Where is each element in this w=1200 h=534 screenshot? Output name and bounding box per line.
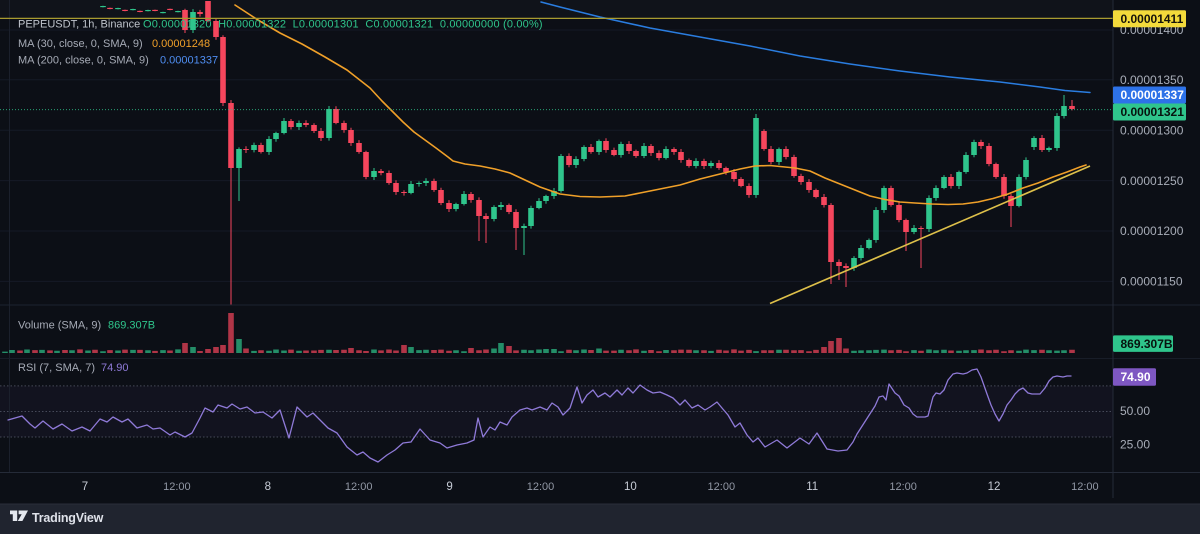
svg-text:0.00001321: 0.00001321 [1121, 105, 1185, 119]
svg-text:74.90: 74.90 [101, 362, 129, 374]
svg-text:0.00001250: 0.00001250 [1120, 174, 1184, 188]
svg-text:25.00: 25.00 [1120, 438, 1150, 452]
svg-text:869.307B: 869.307B [108, 320, 155, 332]
svg-text:0.00001337: 0.00001337 [160, 55, 218, 67]
svg-text:0.00001200: 0.00001200 [1120, 224, 1184, 238]
svg-text:MA (30, close, 0, SMA, 9): MA (30, close, 0, SMA, 9) [18, 38, 143, 50]
svg-text:74.90: 74.90 [1121, 370, 1151, 384]
svg-text:7: 7 [82, 481, 88, 493]
svg-text:0.00001150: 0.00001150 [1120, 275, 1183, 289]
svg-text:12:00: 12:00 [708, 481, 736, 493]
svg-text:11: 11 [806, 481, 818, 493]
svg-text:0.00001337: 0.00001337 [1121, 88, 1185, 102]
svg-text:12: 12 [988, 481, 1001, 493]
svg-text:PEPEUSDT, 1h, Binance: PEPEUSDT, 1h, Binance [18, 19, 140, 31]
svg-text:MA (200, close, 0, SMA, 9): MA (200, close, 0, SMA, 9) [18, 55, 149, 67]
svg-text:RSI (7, SMA, 7): RSI (7, SMA, 7) [18, 362, 95, 374]
svg-text:TradingView: TradingView [32, 511, 104, 525]
svg-text:12:00: 12:00 [889, 481, 917, 493]
svg-text:12:00: 12:00 [1071, 481, 1099, 493]
svg-text:8: 8 [265, 481, 271, 493]
svg-text:12:00: 12:00 [345, 481, 373, 493]
svg-text:12:00: 12:00 [163, 481, 191, 493]
svg-text:12:00: 12:00 [527, 481, 555, 493]
svg-text:9: 9 [446, 481, 452, 493]
svg-text:0.00001248: 0.00001248 [152, 38, 210, 50]
svg-text:50.00: 50.00 [1120, 404, 1150, 418]
svg-text:10: 10 [624, 481, 637, 493]
svg-text:O0.00001320 H0.00001322 L0.0: O0.00001320 H0.00001322 L0.00001301 C0.0… [143, 19, 543, 31]
svg-text:0.00001300: 0.00001300 [1120, 123, 1184, 137]
svg-text:0.00001411: 0.00001411 [1121, 12, 1184, 26]
svg-text:869.307B: 869.307B [1121, 337, 1173, 351]
svg-text:0.00001350: 0.00001350 [1120, 73, 1184, 87]
svg-text:Volume (SMA, 9): Volume (SMA, 9) [18, 320, 101, 332]
